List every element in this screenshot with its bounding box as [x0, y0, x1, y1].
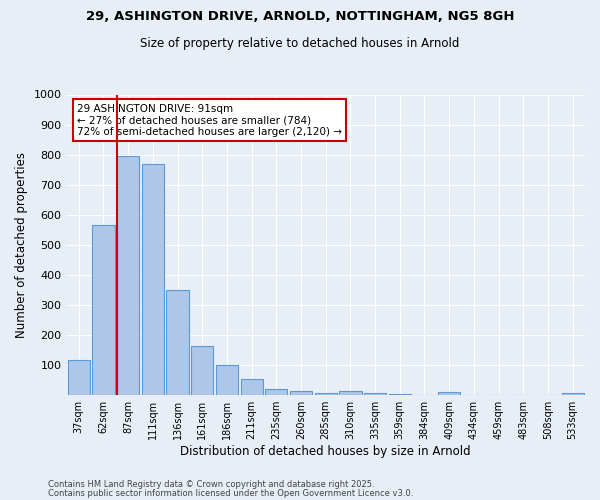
Bar: [339, 391, 362, 394]
Bar: [438, 392, 460, 394]
Bar: [216, 364, 238, 394]
Bar: [166, 290, 188, 395]
Bar: [314, 393, 337, 394]
Bar: [241, 379, 263, 394]
Text: 29, ASHINGTON DRIVE, ARNOLD, NOTTINGHAM, NG5 8GH: 29, ASHINGTON DRIVE, ARNOLD, NOTTINGHAM,…: [86, 10, 514, 23]
Bar: [68, 360, 90, 394]
Bar: [191, 346, 214, 395]
Bar: [92, 225, 115, 394]
Bar: [117, 156, 139, 394]
X-axis label: Distribution of detached houses by size in Arnold: Distribution of detached houses by size …: [181, 444, 471, 458]
Bar: [364, 393, 386, 394]
Bar: [562, 393, 584, 394]
Bar: [265, 390, 287, 394]
Bar: [290, 391, 312, 394]
Text: Contains public sector information licensed under the Open Government Licence v3: Contains public sector information licen…: [48, 488, 413, 498]
Bar: [142, 164, 164, 394]
Y-axis label: Number of detached properties: Number of detached properties: [15, 152, 28, 338]
Text: 29 ASHINGTON DRIVE: 91sqm
← 27% of detached houses are smaller (784)
72% of semi: 29 ASHINGTON DRIVE: 91sqm ← 27% of detac…: [77, 104, 342, 136]
Text: Contains HM Land Registry data © Crown copyright and database right 2025.: Contains HM Land Registry data © Crown c…: [48, 480, 374, 489]
Text: Size of property relative to detached houses in Arnold: Size of property relative to detached ho…: [140, 38, 460, 51]
